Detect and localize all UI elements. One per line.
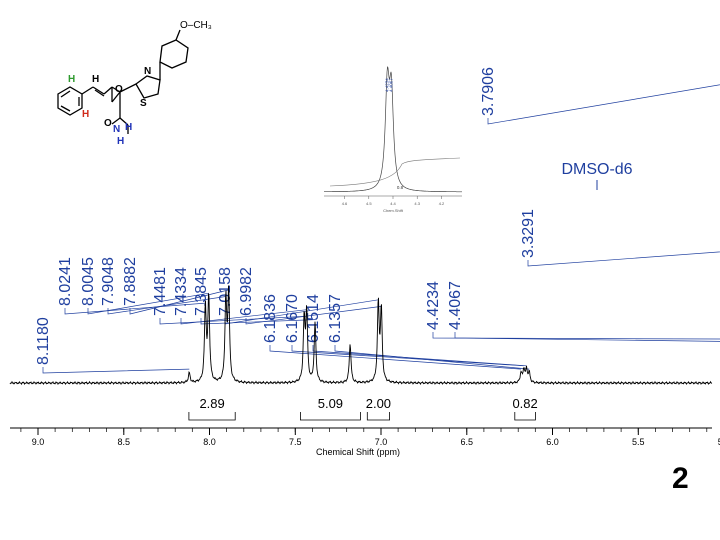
- inset-peak-label: 4.4067: [388, 78, 393, 92]
- peak-label: 8.1180: [35, 317, 52, 365]
- integral-value: 2.89: [199, 396, 224, 411]
- inset-integral-value: 0.8: [397, 185, 404, 190]
- x-tick-label: 6.5: [461, 437, 474, 447]
- phenyl-ring: [57, 86, 83, 116]
- peak-leader-line: [87, 292, 209, 315]
- peak-leader-line: [334, 345, 530, 370]
- atom-h-vinyl-red: H: [82, 109, 89, 120]
- peak-label: 8.0045: [80, 257, 97, 306]
- peak-leader-line: [291, 345, 524, 367]
- spectrum-plot: 2.895.092.000.820.793.12 8.11808.02418.0…: [9, 67, 720, 457]
- atom-h-vinyl: H: [68, 74, 75, 85]
- inset-axis-title: Chem.Shift: [383, 208, 404, 213]
- integral-bracket: [188, 412, 236, 421]
- inset-trace: [324, 66, 462, 193]
- peak-leader-line: [107, 296, 226, 315]
- x-tick-label: 8.0: [203, 437, 216, 447]
- inset-tick-label: 4.2: [439, 201, 445, 206]
- peak-label: 4.4234: [425, 281, 442, 330]
- x-tick-label: 5.5: [632, 437, 645, 447]
- peak-label: 7.4334: [173, 267, 190, 316]
- figure-number: 2: [672, 462, 689, 495]
- atom-n-thiazole: N: [144, 66, 151, 77]
- thiazole-ring: [135, 75, 161, 99]
- atom-o-ring: O: [115, 84, 123, 95]
- x-tick-label: 7.5: [289, 437, 302, 447]
- integral-bracket: [514, 412, 536, 421]
- inset-plot: 4.6 4.5 4.4 4.3 4.2 Chem.Shift 4.4234 4.4067 0.8: [324, 60, 464, 213]
- peak-label: 7.4481: [152, 267, 169, 316]
- peak-label: 7.3845: [193, 267, 210, 316]
- spectrum-trace: [9, 285, 713, 386]
- inset-frame: [324, 60, 464, 200]
- peak-label: 6.1836: [262, 294, 279, 343]
- inset-tick-label: 4.3: [414, 201, 420, 206]
- x-tick-label: 9.0: [32, 437, 45, 447]
- peak-leader-line: [312, 345, 527, 367]
- peak-leader-line: [269, 345, 522, 370]
- peak-label: 7.9048: [100, 257, 117, 306]
- integral-value: 0.82: [512, 396, 537, 411]
- x-axis-title: Chemical Shift (ppm): [316, 447, 400, 457]
- peak-leader-line: [432, 332, 720, 340]
- peak-label: 4.4067: [447, 281, 464, 330]
- atom-h-amide: H: [125, 122, 132, 133]
- anisyl-ring: [159, 39, 189, 69]
- peak-label: 6.1514: [305, 294, 322, 343]
- inset-tick-label: 4.5: [366, 201, 372, 206]
- peak-label: 6.1357: [327, 294, 344, 343]
- solvent-label: DMSO-d6: [561, 161, 632, 178]
- peak-leader-line: [454, 332, 720, 342]
- peak-label: 8.0241: [57, 257, 74, 306]
- peak-label: 6.1670: [284, 294, 301, 343]
- peak-leader-line: [487, 84, 720, 125]
- inset-integral-curve: [329, 157, 461, 187]
- integral-value: 2.00: [366, 396, 391, 411]
- x-tick-label: 7.0: [375, 437, 388, 447]
- inset-peak-label: 4.4234: [384, 78, 389, 92]
- integral-value: 5.09: [318, 396, 343, 411]
- peak-leader-line: [180, 309, 307, 325]
- peak-label: 7.8882: [122, 257, 139, 306]
- peak-leader-line: [129, 289, 229, 315]
- integral-bracket: [366, 412, 390, 421]
- x-tick-label: 6.0: [546, 437, 559, 447]
- atom-h-amide-2: H: [117, 136, 124, 147]
- atom-n-amide: N: [113, 124, 120, 135]
- methoxy-label: O–CH₃: [180, 20, 212, 31]
- peak-leader-line: [245, 306, 382, 325]
- peak-label: 6.9982: [238, 267, 255, 316]
- peak-label: 3.7906: [480, 67, 497, 116]
- integral-bracket: [300, 412, 361, 421]
- molecule-structure: [57, 29, 189, 134]
- molecule-atom-labels: H H O N S O N H H H O–CH₃: [68, 20, 212, 147]
- x-tick-label: 8.5: [118, 437, 131, 447]
- peak-leader-line: [200, 318, 316, 325]
- inset-tick-label: 4.6: [342, 201, 348, 206]
- x-tick-label: 5.0: [718, 437, 720, 447]
- inset-tick-label: 4.4: [390, 201, 396, 206]
- peak-label: 3.3291: [520, 209, 537, 258]
- peak-leader-line: [42, 367, 190, 374]
- peak-leader-line: [527, 251, 720, 267]
- atom-o-amide: O: [104, 118, 112, 129]
- atom-s-thiazole: S: [140, 98, 147, 109]
- atom-h-top: H: [92, 74, 99, 85]
